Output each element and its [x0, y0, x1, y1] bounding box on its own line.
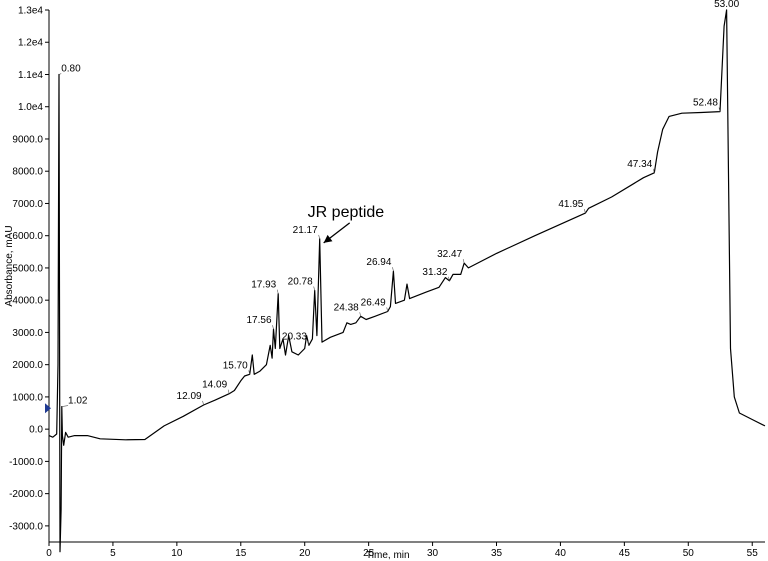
- peak-label: 24.38: [334, 302, 359, 313]
- y-axis-title: Absorbance, mAU: [4, 225, 15, 306]
- x-tick-label: 45: [619, 548, 631, 559]
- peak-label: 17.56: [246, 315, 271, 326]
- x-tick-label: 55: [747, 548, 759, 559]
- peak-label: 14.09: [202, 380, 227, 391]
- peak-label: 12.09: [177, 391, 202, 402]
- x-axis-title: Time, min: [366, 550, 410, 561]
- peak-leader: [276, 289, 279, 294]
- peak-leader: [318, 234, 320, 239]
- peak-label: 21.17: [293, 225, 318, 236]
- y-tick-label: 6000.0: [12, 231, 43, 242]
- x-axis-ticks: 0 5 10 15 20 25 30 35 40 45 50 55: [46, 542, 758, 559]
- y-tick-label: 1.0e4: [18, 102, 43, 113]
- peak-label: 15.70: [223, 360, 248, 371]
- annotation-label: JR peptide: [308, 204, 385, 221]
- y-tick-label: -3000.0: [9, 521, 43, 532]
- peak-label: 0.80: [61, 63, 81, 74]
- y-tick-label: 2000.0: [12, 360, 43, 371]
- y-tick-label: 8000.0: [12, 167, 43, 178]
- peak-label: 41.95: [558, 199, 583, 210]
- peak-leader: [307, 341, 310, 346]
- y-tick-label: 9000.0: [12, 134, 43, 145]
- peak-label: 17.93: [251, 280, 276, 291]
- y-tick-label: 4000.0: [12, 296, 43, 307]
- y-tick-label: -2000.0: [9, 489, 43, 500]
- y-axis-ticks: -3000.0 -2000.0 -1000.0 0.0 1000.0 2000.0 3000…: [9, 6, 49, 532]
- peak-label: 26.49: [361, 297, 386, 308]
- y-tick-label: 0.0: [29, 425, 43, 436]
- peak-label: 32.47: [437, 249, 462, 260]
- peak-leader: [584, 209, 586, 214]
- peak-label: 53.00: [714, 0, 739, 10]
- peak-leader: [718, 107, 721, 112]
- x-tick-label: 40: [555, 548, 567, 559]
- peak-label: 20.78: [288, 277, 313, 288]
- x-tick-label: 15: [235, 548, 247, 559]
- peak-label: 31.32: [422, 267, 447, 278]
- peak-leader: [202, 400, 204, 406]
- peak-leader: [227, 389, 230, 394]
- peak-leader: [386, 307, 388, 312]
- y-tick-label: -1000.0: [9, 457, 43, 468]
- peak-leader: [448, 276, 450, 281]
- y-tick-label: 1.3e4: [18, 6, 43, 17]
- y-tick-label: 3000.0: [12, 328, 43, 339]
- peak-label: 26.94: [366, 257, 391, 268]
- x-tick-label: 30: [427, 548, 439, 559]
- x-tick-label: 35: [491, 548, 503, 559]
- x-tick-label: 20: [299, 548, 311, 559]
- y-tick-label: 1.1e4: [18, 70, 43, 81]
- baseline-marker-icon: [45, 403, 51, 414]
- y-tick-label: 1.2e4: [18, 38, 43, 49]
- peak-label: 52.48: [693, 98, 718, 109]
- x-tick-label: 25: [363, 548, 375, 559]
- peak-leader: [359, 312, 362, 317]
- peak-leader: [248, 370, 251, 375]
- peak-leader: [392, 267, 394, 272]
- x-tick-label: 10: [171, 548, 183, 559]
- x-tick-label: 50: [683, 548, 695, 559]
- peak-leader: [61, 405, 69, 407]
- peak-label: 47.34: [627, 159, 652, 170]
- peak-leader: [272, 325, 274, 330]
- peak-leader: [313, 286, 315, 291]
- absorbance-trace: [48, 9, 766, 553]
- y-tick-label: 5000.0: [12, 263, 43, 274]
- x-tick-label: 5: [110, 548, 116, 559]
- y-tick-label: 7000.0: [12, 199, 43, 210]
- x-tick-label: 0: [46, 548, 52, 559]
- peak-label: 1.02: [68, 396, 88, 407]
- peak-leader: [59, 73, 62, 75]
- y-tick-label: 1000.0: [12, 392, 43, 403]
- peak-leader: [652, 168, 655, 173]
- peak-label: 20.33: [282, 331, 307, 342]
- peak-leader: [462, 259, 465, 264]
- annotations: JR peptide: [308, 204, 385, 244]
- arrowhead-icon: [323, 234, 333, 243]
